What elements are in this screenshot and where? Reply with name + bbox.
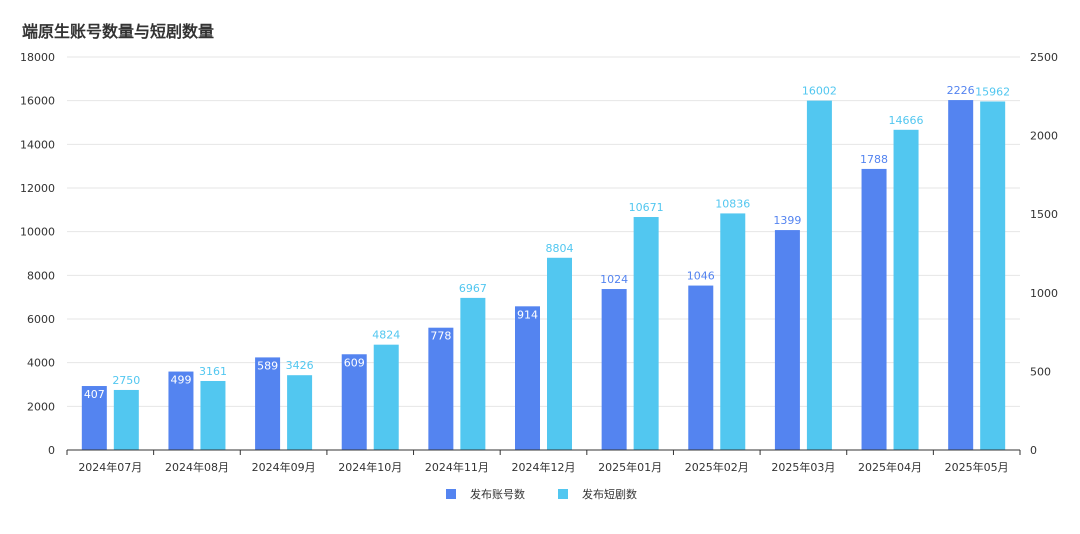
bar-dramas (720, 213, 746, 450)
bar-accounts (515, 306, 540, 450)
data-label-dramas: 6967 (459, 282, 487, 295)
x-tick-label: 2025年05月 (945, 460, 1009, 474)
left-tick-label: 0 (48, 444, 55, 457)
left-y-axis: 0 2000 4000 6000 8000 10000 12000 14000 16000 180… (20, 51, 55, 457)
x-tick-label: 2025年01月 (598, 460, 662, 474)
x-tick-label: 2024年11月 (425, 460, 489, 474)
right-y-axis: 0 500 1000 1500 2000 2500 (1030, 51, 1058, 457)
bar-dramas (113, 389, 139, 450)
x-tick-label: 2024年09月 (252, 460, 316, 474)
bar-accounts (428, 327, 454, 450)
data-label-dramas: 2750 (112, 374, 140, 387)
data-label-accounts: 1046 (687, 270, 715, 283)
left-tick-label: 6000 (27, 313, 55, 326)
left-tick-label: 14000 (20, 138, 55, 151)
right-tick-label: 2500 (1030, 51, 1058, 64)
left-tick-label: 18000 (20, 51, 55, 64)
bar-dramas (806, 100, 832, 451)
data-label-accounts: 778 (430, 330, 451, 343)
bar-accounts (861, 168, 887, 451)
x-tick-label: 2024年08月 (165, 460, 229, 474)
right-tick-label: 0 (1030, 444, 1037, 457)
data-label-dramas: 8804 (546, 242, 574, 255)
data-label-accounts: 1788 (860, 153, 888, 166)
legend: 发布账号数 发布短剧数 (446, 487, 637, 501)
left-tick-label: 10000 (20, 226, 55, 239)
bar-accounts (81, 386, 107, 450)
x-axis: 2024年07月 2024年08月 2024年09月 2024年10月 2024年11月… (66, 449, 1021, 474)
data-label-accounts: 1024 (600, 273, 628, 286)
bar-dramas (547, 257, 572, 450)
right-tick-label: 500 (1030, 365, 1051, 378)
x-tick-label: 2024年10月 (338, 460, 402, 474)
data-labels: 407 2750 499 3161 589 3426 609 4824 778 6967 914 88… (84, 84, 1010, 401)
data-label-dramas: 16002 (802, 85, 837, 98)
bar-dramas (980, 101, 1006, 450)
data-label-dramas: 10671 (629, 201, 664, 214)
right-tick-label: 1500 (1030, 208, 1058, 221)
legend-swatch (446, 489, 456, 499)
left-tick-label: 8000 (27, 269, 55, 282)
bar-accounts (601, 289, 627, 450)
x-tick-label: 2024年12月 (512, 460, 576, 474)
data-label-accounts: 2226 (947, 84, 975, 97)
bar-dramas (373, 344, 399, 450)
bar-accounts (774, 230, 800, 450)
left-tick-label: 16000 (20, 95, 55, 108)
legend-label: 发布账号数 (470, 487, 525, 501)
data-label-dramas: 4824 (372, 329, 400, 342)
data-label-accounts: 1399 (773, 214, 801, 227)
bars (81, 100, 1006, 451)
legend-swatch (558, 489, 568, 499)
data-label-dramas: 14666 (889, 114, 924, 127)
bar-accounts (255, 357, 281, 450)
bar-accounts (688, 285, 714, 450)
x-tick-label: 2025年04月 (858, 460, 922, 474)
left-tick-label: 2000 (27, 400, 55, 413)
bar-dramas (460, 297, 486, 450)
bar-dramas (200, 380, 226, 450)
data-label-accounts: 914 (517, 308, 538, 321)
right-tick-label: 2000 (1030, 130, 1058, 143)
data-label-dramas: 3161 (199, 365, 227, 378)
data-label-accounts: 589 (257, 359, 278, 372)
data-label-dramas: 3426 (286, 359, 314, 372)
x-tick-label: 2025年03月 (771, 460, 835, 474)
data-label-dramas: 10836 (715, 197, 750, 210)
data-label-accounts: 609 (344, 356, 365, 369)
bar-accounts (168, 371, 194, 450)
bar-dramas (287, 375, 313, 450)
bar-accounts (948, 100, 974, 450)
x-tick-label: 2025年02月 (685, 460, 749, 474)
chart-title: 端原生账号数量与短剧数量 (22, 22, 215, 41)
data-label-accounts: 499 (170, 374, 191, 387)
right-tick-label: 1000 (1030, 287, 1058, 300)
data-label-dramas: 15962 (975, 85, 1010, 98)
bar-dramas (893, 129, 919, 450)
x-tick-label: 2024年07月 (78, 460, 142, 474)
bar-accounts (341, 354, 367, 450)
left-tick-label: 4000 (27, 357, 55, 370)
left-tick-label: 12000 (20, 182, 55, 195)
bar-dramas (633, 217, 659, 450)
grid-lines (67, 56, 1020, 407)
legend-label: 发布短剧数 (582, 487, 637, 501)
data-label-accounts: 407 (84, 388, 105, 401)
